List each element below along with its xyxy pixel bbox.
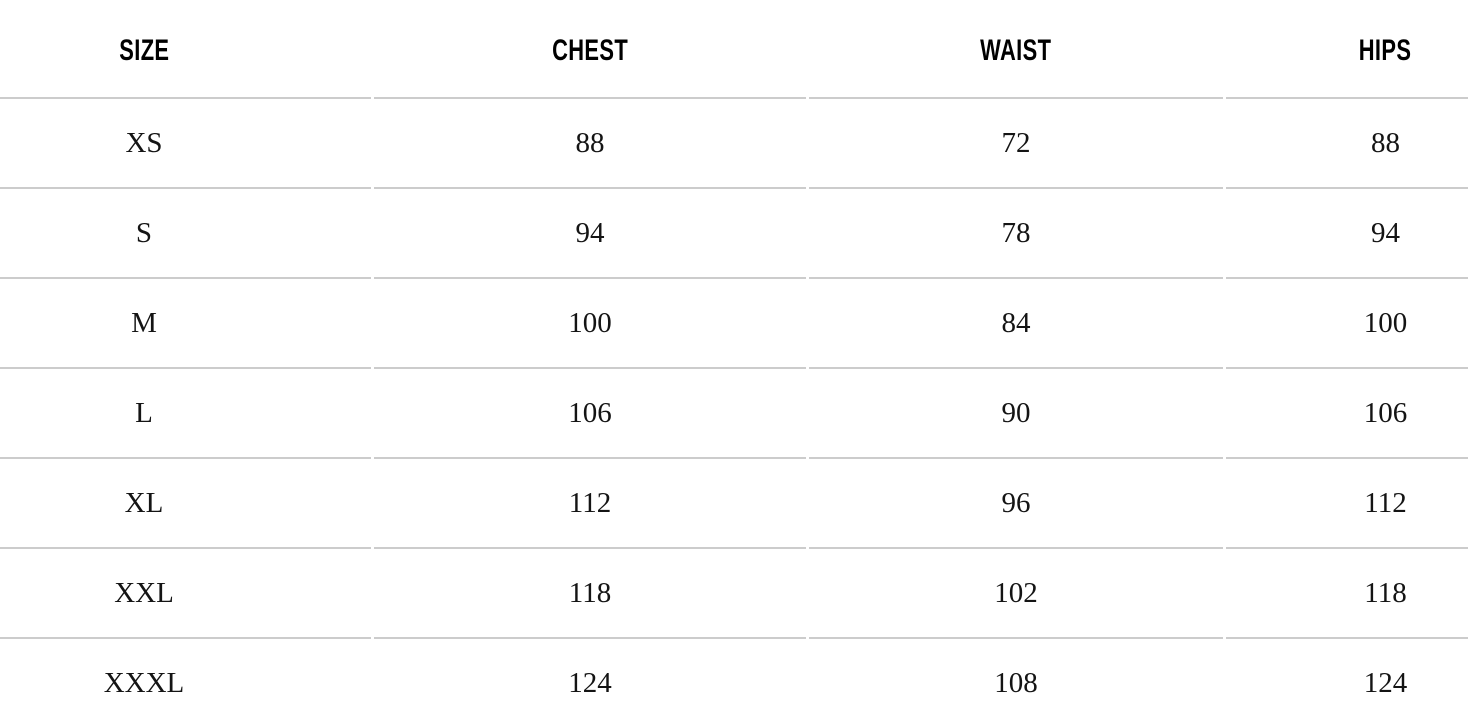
- size-value: XXL: [114, 576, 174, 609]
- cell-hips: 118: [1226, 549, 1468, 639]
- hips-value: 100: [1363, 306, 1408, 339]
- cell-size: XL: [0, 459, 371, 549]
- size-value: M: [131, 306, 157, 339]
- cell-chest: 88: [374, 99, 806, 189]
- hips-value: 94: [1371, 216, 1400, 249]
- waist-value: 96: [1001, 486, 1031, 519]
- chest-value: 94: [575, 216, 605, 249]
- waist-value: 78: [1001, 216, 1031, 249]
- column-header-waist-label: WAIST: [980, 34, 1052, 67]
- column-header-chest: CHEST: [374, 0, 806, 99]
- cell-chest: 94: [374, 189, 806, 279]
- waist-value: 108: [994, 666, 1038, 699]
- cell-chest: 124: [374, 639, 806, 720]
- cell-size: XXL: [0, 549, 371, 639]
- column-header-hips: HIPS: [1226, 0, 1468, 99]
- cell-waist: 78: [809, 189, 1223, 279]
- cell-hips: 94: [1226, 189, 1468, 279]
- cell-waist: 102: [809, 549, 1223, 639]
- chest-value: 124: [568, 666, 612, 699]
- cell-waist: 90: [809, 369, 1223, 459]
- size-value: XL: [124, 486, 164, 519]
- hips-value: 88: [1371, 126, 1400, 159]
- size-value: L: [135, 396, 153, 429]
- column-header-waist: WAIST: [809, 0, 1223, 99]
- cell-size: S: [0, 189, 371, 279]
- hips-value: 124: [1363, 666, 1408, 699]
- hips-value: 118: [1364, 576, 1407, 609]
- cell-chest: 112: [374, 459, 806, 549]
- cell-hips: 106: [1226, 369, 1468, 459]
- hips-value: 106: [1363, 396, 1408, 429]
- waist-value: 90: [1001, 396, 1031, 429]
- cell-waist: 72: [809, 99, 1223, 189]
- chest-value: 118: [568, 576, 612, 609]
- waist-value: 102: [994, 576, 1038, 609]
- cell-hips: 100: [1226, 279, 1468, 369]
- cell-waist: 84: [809, 279, 1223, 369]
- cell-waist: 108: [809, 639, 1223, 720]
- cell-size: L: [0, 369, 371, 459]
- cell-size: XXXL: [0, 639, 371, 720]
- cell-waist: 96: [809, 459, 1223, 549]
- size-value: S: [135, 216, 153, 249]
- hips-value: 112: [1364, 486, 1407, 519]
- size-value: XS: [125, 126, 163, 159]
- column-header-size: SIZE: [0, 0, 371, 99]
- size-value: XXXL: [103, 666, 185, 699]
- column-header-size-label: SIZE: [118, 34, 170, 67]
- cell-chest: 106: [374, 369, 806, 459]
- chest-value: 112: [568, 486, 612, 519]
- cell-size: XS: [0, 99, 371, 189]
- cell-size: M: [0, 279, 371, 369]
- cell-hips: 112: [1226, 459, 1468, 549]
- cell-chest: 100: [374, 279, 806, 369]
- chest-value: 88: [575, 126, 605, 159]
- cell-chest: 118: [374, 549, 806, 639]
- column-header-hips-label: HIPS: [1359, 34, 1412, 67]
- cell-hips: 88: [1226, 99, 1468, 189]
- cell-hips: 124: [1226, 639, 1468, 720]
- chest-value: 106: [568, 396, 612, 429]
- chest-value: 100: [568, 306, 612, 339]
- waist-value: 84: [1001, 306, 1031, 339]
- column-header-chest-label: CHEST: [551, 34, 629, 67]
- waist-value: 72: [1001, 126, 1031, 159]
